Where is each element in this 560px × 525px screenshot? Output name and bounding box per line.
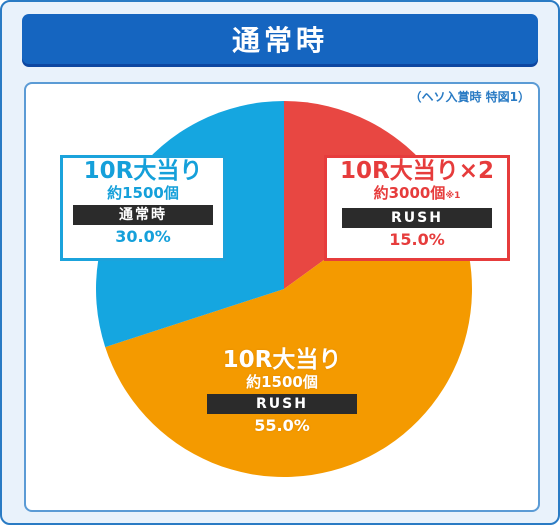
slice-red-sub: 約3000個※1 xyxy=(327,184,507,206)
slice-orange-name: 10R大当り xyxy=(222,347,342,373)
slice-label-red: 10R大当り×2 約3000個※1 RUSH 15.0% xyxy=(324,155,510,261)
slice-blue-mode: 通常時 xyxy=(73,205,213,225)
slice-blue-name: 10R大当り xyxy=(83,158,203,184)
slice-blue-percent: 30.0% xyxy=(115,227,171,246)
slice-orange-sub: 約1500個 xyxy=(246,373,318,391)
slice-label-orange: 10R大当り 約1500個 RUSH 55.0% xyxy=(202,347,362,437)
slice-red-name: 10R大当り×2 xyxy=(340,158,494,184)
slice-label-blue: 10R大当り 約1500個 通常時 30.0% xyxy=(60,155,226,261)
slice-red-percent: 15.0% xyxy=(389,230,445,249)
page-title: 通常時 xyxy=(22,14,538,64)
slice-red-mode: RUSH xyxy=(342,208,492,228)
slice-red-note-mark: ※1 xyxy=(445,191,461,201)
slice-orange-mode: RUSH xyxy=(207,394,357,414)
slice-blue-sub: 約1500個 xyxy=(107,184,179,202)
footnote-label: （ヘソ入賞時 特図1） xyxy=(409,90,530,104)
slice-red-sub-text: 約3000個 xyxy=(373,184,446,202)
slice-orange-percent: 55.0% xyxy=(254,416,310,435)
